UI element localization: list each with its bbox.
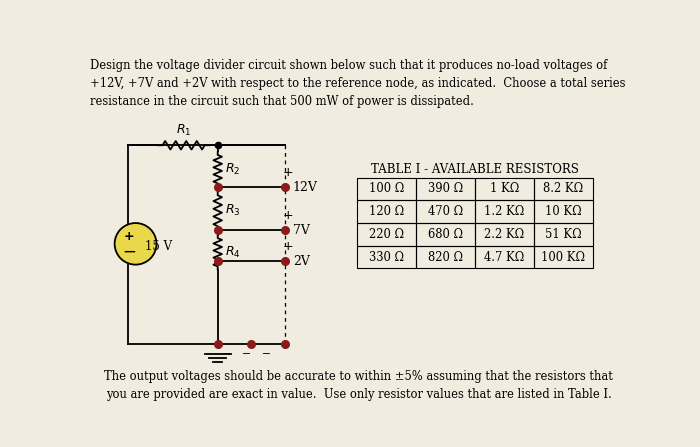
Text: 100 Ω: 100 Ω xyxy=(369,182,405,195)
Bar xyxy=(475,246,534,269)
Text: 330 Ω: 330 Ω xyxy=(369,251,404,264)
Text: +: + xyxy=(283,240,293,253)
Circle shape xyxy=(115,223,157,265)
Text: 100 KΩ: 100 KΩ xyxy=(541,251,585,264)
Bar xyxy=(416,200,475,223)
Bar xyxy=(534,200,593,223)
Text: 2V: 2V xyxy=(293,255,309,268)
Text: 220 Ω: 220 Ω xyxy=(369,228,404,241)
Bar xyxy=(357,246,416,269)
Text: 15 V: 15 V xyxy=(145,240,172,253)
Bar xyxy=(357,177,416,200)
Text: +: + xyxy=(283,209,293,222)
Text: +: + xyxy=(124,230,134,244)
Text: 8.2 KΩ: 8.2 KΩ xyxy=(543,182,583,195)
Text: $R_3$: $R_3$ xyxy=(225,203,241,218)
Text: +: + xyxy=(283,166,293,179)
Text: 1 KΩ: 1 KΩ xyxy=(490,182,519,195)
Bar xyxy=(357,200,416,223)
Bar xyxy=(416,177,475,200)
Bar xyxy=(534,177,593,200)
Bar xyxy=(416,246,475,269)
Text: −   −   −: − − − xyxy=(222,349,271,359)
Bar xyxy=(475,177,534,200)
Text: 120 Ω: 120 Ω xyxy=(369,205,404,218)
Text: $R_1$: $R_1$ xyxy=(176,123,191,138)
Text: TABLE I - AVAILABLE RESISTORS: TABLE I - AVAILABLE RESISTORS xyxy=(371,163,579,176)
Bar xyxy=(534,223,593,246)
Text: 4.7 KΩ: 4.7 KΩ xyxy=(484,251,524,264)
Text: $R_2$: $R_2$ xyxy=(225,161,241,177)
Text: $R_4$: $R_4$ xyxy=(225,245,241,260)
Text: 820 Ω: 820 Ω xyxy=(428,251,463,264)
Text: Design the voltage divider circuit shown below such that it produces no-load vol: Design the voltage divider circuit shown… xyxy=(90,59,625,108)
Bar xyxy=(357,223,416,246)
Text: 12V: 12V xyxy=(293,181,318,194)
Bar xyxy=(475,200,534,223)
Text: 390 Ω: 390 Ω xyxy=(428,182,463,195)
Text: 51 KΩ: 51 KΩ xyxy=(545,228,582,241)
Bar xyxy=(475,223,534,246)
Text: 10 KΩ: 10 KΩ xyxy=(545,205,582,218)
Text: 7V: 7V xyxy=(293,224,309,237)
Bar xyxy=(534,246,593,269)
Text: The output voltages should be accurate to within ±5% assuming that the resistors: The output voltages should be accurate t… xyxy=(104,370,613,401)
Text: 2.2 KΩ: 2.2 KΩ xyxy=(484,228,524,241)
Text: −: − xyxy=(122,243,136,261)
Text: 1.2 KΩ: 1.2 KΩ xyxy=(484,205,524,218)
Text: 680 Ω: 680 Ω xyxy=(428,228,463,241)
Bar xyxy=(416,223,475,246)
Text: 470 Ω: 470 Ω xyxy=(428,205,463,218)
